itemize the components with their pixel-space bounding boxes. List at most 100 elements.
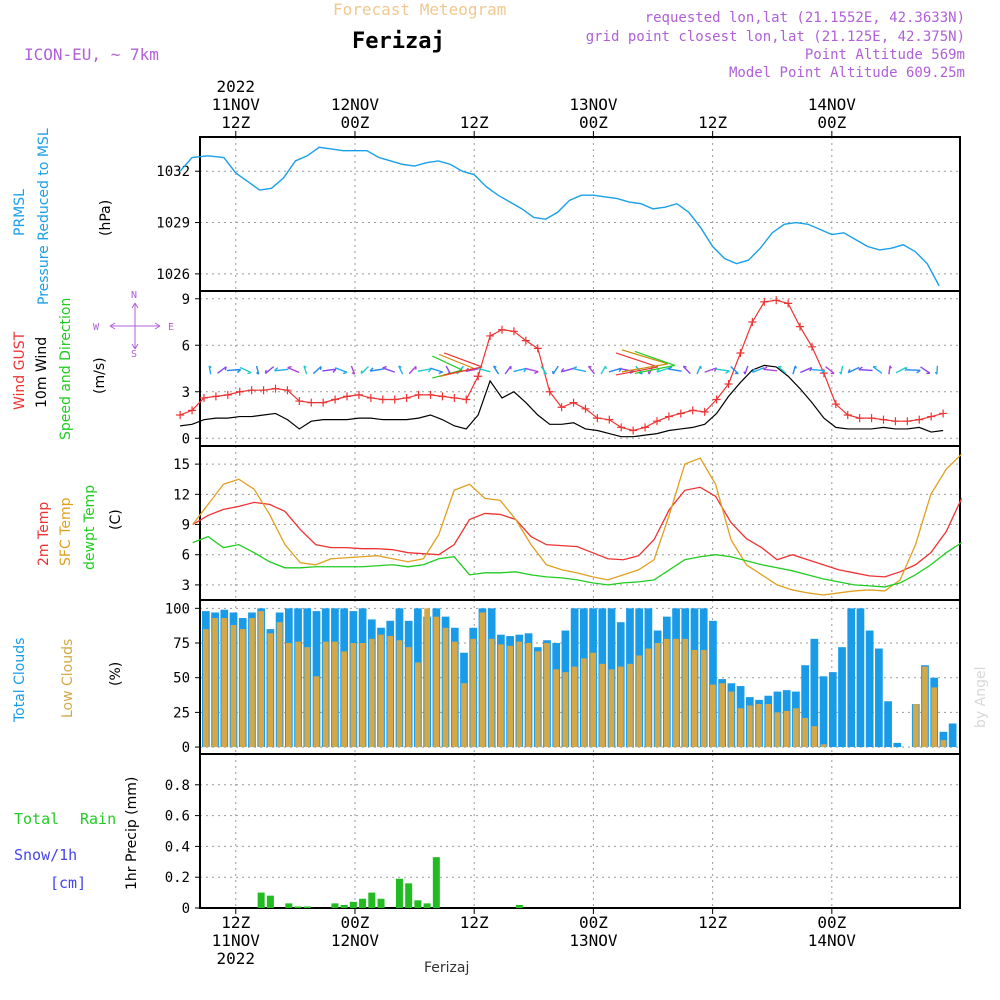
gust-marker — [903, 417, 912, 426]
gust-marker — [843, 411, 852, 419]
wind-direction-arrow — [587, 365, 595, 375]
gust-marker — [891, 417, 900, 426]
model-label: ICON-EU, ~ 7km — [24, 45, 159, 64]
location-title: Ferizaj — [352, 29, 445, 54]
gust-marker — [557, 403, 566, 412]
total-cloud-bar — [709, 620, 717, 748]
gust-marker — [760, 297, 769, 306]
y-tick-label: 12 — [173, 487, 190, 503]
gust-marker — [199, 393, 208, 402]
gust-marker — [605, 415, 614, 424]
gust-marker — [498, 325, 507, 334]
precip-bar — [285, 903, 293, 908]
time-label: 00Z — [341, 113, 370, 132]
precip-bar — [432, 857, 440, 908]
precip-bar — [405, 883, 413, 908]
total-clouds-label: Total Clouds — [12, 638, 28, 723]
wind-direction-arrow — [552, 365, 559, 375]
low-cloud-bar — [322, 641, 329, 748]
bottom-location: Ferizaj — [424, 960, 469, 976]
y-tick-label: 1032 — [156, 164, 190, 180]
time-label: 14NOV — [808, 931, 857, 950]
precip-bar — [303, 906, 311, 908]
wind-direction-arrow — [608, 367, 623, 373]
snow-label: Snow/1h — [14, 846, 77, 864]
low-cloud-bar — [783, 710, 790, 748]
wind-direction-arrow — [847, 366, 860, 374]
wind-direction-arrow — [417, 368, 432, 373]
wind-direction-arrow — [920, 366, 931, 375]
pressure-unit: (hPa) — [98, 200, 114, 236]
y-tick-label: 0.2 — [165, 870, 190, 886]
gust-marker — [617, 423, 626, 432]
time-label: 00Z — [341, 913, 370, 932]
wind-direction-arrow — [696, 365, 702, 375]
pressure-label-1: PRMSL — [12, 189, 28, 236]
low-cloud-bar — [507, 645, 513, 748]
low-cloud-bar — [940, 740, 947, 748]
low-cloud-bar — [479, 612, 486, 748]
low-cloud-bar — [562, 672, 569, 748]
y-tick-label: 75 — [173, 636, 190, 652]
low-cloud-bar — [710, 684, 716, 748]
gust-direction-arrow — [634, 350, 676, 374]
time-label: 12NOV — [331, 95, 380, 114]
wind-direction-arrow — [572, 366, 587, 373]
y-tick-label: 0.8 — [165, 778, 190, 794]
gust-marker — [664, 412, 673, 421]
low-cloud-bar — [221, 618, 228, 748]
wind-direction-arrow — [350, 365, 356, 375]
gust-marker — [509, 327, 518, 336]
wind-direction-arrow — [600, 365, 607, 375]
sfc-temp-line — [192, 453, 963, 596]
compass-n: N — [131, 290, 137, 301]
gust-direction-arrow — [615, 352, 659, 376]
y-tick-label: 6 — [182, 338, 190, 354]
grid-point-coords: grid point closest lon,lat (21.125E, 42.… — [586, 29, 965, 45]
gust-marker — [426, 390, 435, 399]
low-cloud-bar — [682, 638, 689, 748]
wind-direction-arrow — [369, 367, 384, 372]
y-tick-label: 9 — [182, 518, 190, 534]
gust-marker — [772, 296, 781, 305]
time-label: 14NOV — [808, 95, 857, 114]
gust-marker — [331, 395, 340, 404]
low-cloud-bar — [359, 643, 366, 748]
rain-label: Rain — [80, 810, 116, 828]
precip-bar — [423, 903, 431, 908]
total-cloud-bar — [828, 672, 837, 748]
wind-direction-arrow — [800, 366, 813, 374]
gust-marker — [450, 393, 459, 402]
low-cloud-bar — [654, 643, 661, 748]
low-cloud-bar — [498, 644, 504, 748]
requested-coords: requested lon,lat (21.1552E, 42.3633N) — [645, 10, 965, 26]
wind-direction-arrow — [540, 365, 548, 375]
y-tick-label: 0 — [182, 901, 190, 917]
gust-marker — [343, 392, 352, 401]
dewpt-label: dewpt Temp — [82, 485, 98, 570]
time-label: 12Z — [698, 913, 727, 932]
low-cloud-bar — [378, 634, 384, 748]
low-cloud-bar — [405, 647, 412, 748]
low-cloud-bar — [239, 629, 246, 748]
total-cloud-bar — [865, 630, 874, 748]
precip-bar — [266, 895, 274, 908]
total-label: Total — [14, 810, 59, 828]
low-cloud-bar — [341, 651, 348, 748]
low-cloud-bar — [267, 633, 274, 748]
gust-marker — [271, 384, 280, 393]
wind-direction-arrow — [825, 366, 835, 375]
gust-marker — [724, 380, 733, 388]
low-cloud-bar — [285, 643, 292, 748]
wind-direction-arrow — [792, 365, 797, 375]
low-cloud-bar — [820, 744, 827, 748]
low-cloud-bar — [488, 638, 495, 748]
gust-marker — [366, 393, 375, 402]
low-cloud-bar — [756, 704, 762, 748]
low-cloud-bar — [765, 704, 772, 748]
low-cloud-bar — [295, 641, 301, 748]
wind-direction-arrow — [704, 367, 718, 373]
total-cloud-bar — [884, 701, 892, 748]
